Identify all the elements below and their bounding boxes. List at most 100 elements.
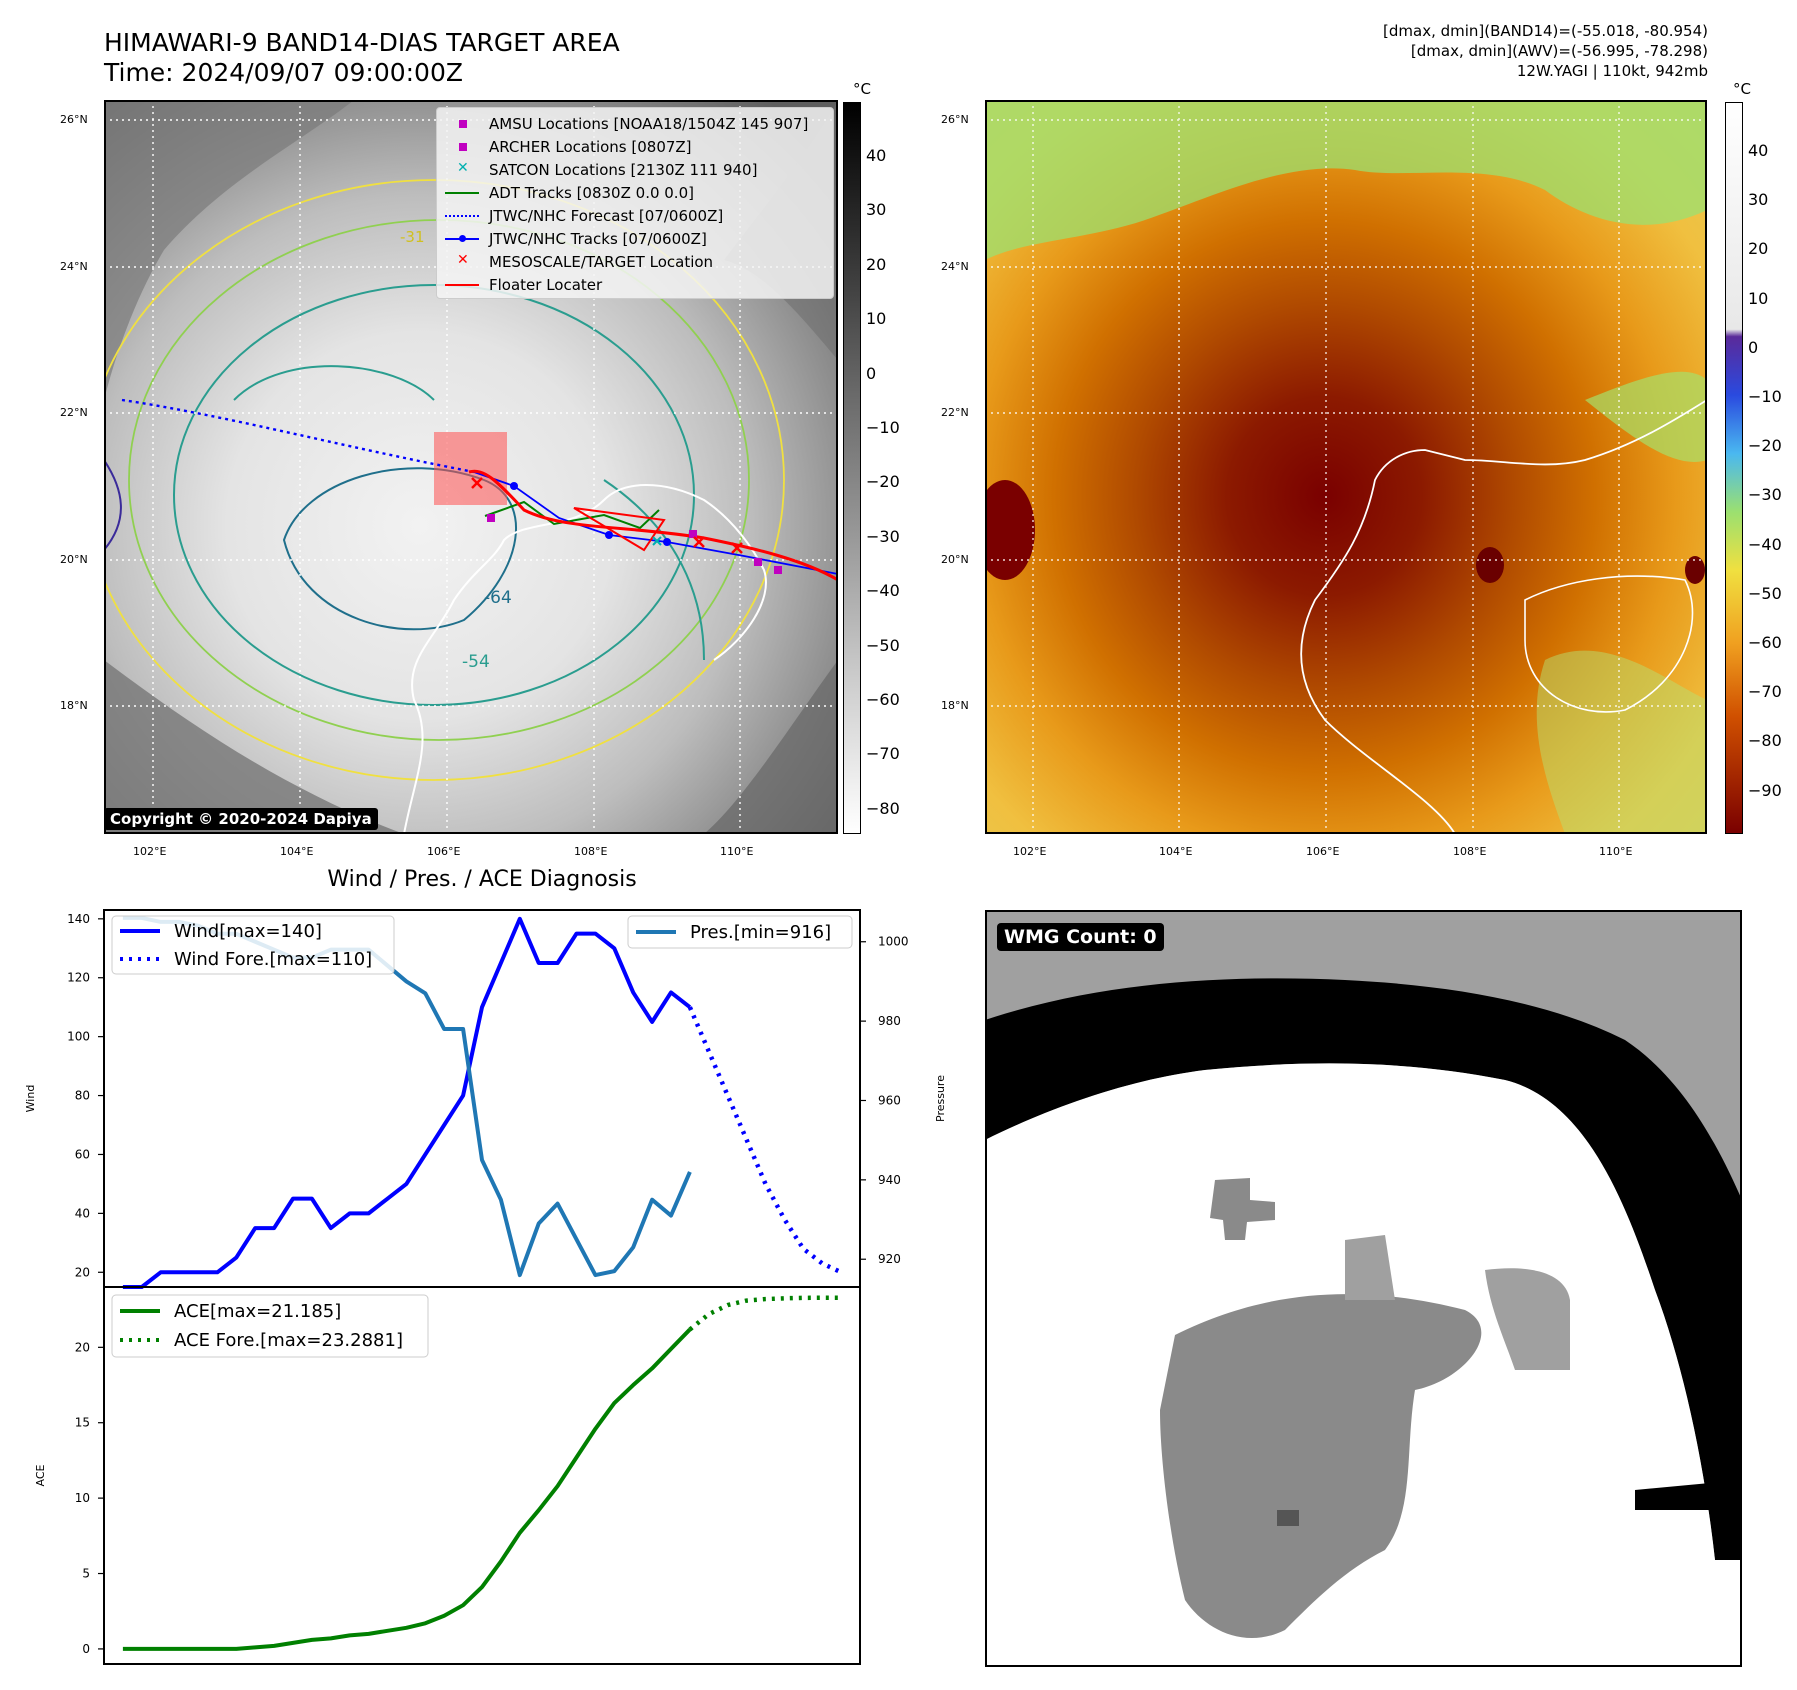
ace-axis-label: ACE [34,1464,47,1486]
lon-label: 104°E [1159,845,1193,858]
legend-label: Floater Locater [489,276,603,294]
contour-label-31: -31 [400,228,425,246]
left-colorbar-tick-label: 0 [866,363,877,383]
lat-label: 22°N [941,406,969,419]
lat-label: 24°N [941,260,969,273]
lon-label: 110°E [720,845,754,858]
left-colorbar-tick-label: 20 [866,254,887,274]
pressure-axis-label: Pressure [934,1075,947,1122]
lon-label: 108°E [1453,845,1487,858]
chart-title: Wind / Pres. / ACE Diagnosis [327,867,637,892]
legend-label: JTWC/NHC Tracks [07/0600Z] [489,230,707,248]
stat-line-3: 12W.YAGI | 110kt, 942mb [1516,62,1708,80]
legend-marker-icon [445,117,481,131]
wind-tick-label: 120 [67,971,90,985]
lat-label: 18°N [941,699,969,712]
wind-axis-label: Wind [24,1085,37,1113]
right-colorbar-tick-label: −40 [1748,534,1782,554]
left-colorbar-tick-label: 30 [866,200,887,220]
left-colorbar-tick-label: −60 [866,690,900,709]
lon-label: 106°E [427,845,461,858]
wind-tick-label: 60 [75,1147,90,1161]
legend-item: ✕ SATCON Locations [2130Z 111 940] [445,160,757,180]
legend-item: JTWC/NHC Tracks [07/0600Z] [445,229,707,249]
lon-label: 102°E [1013,845,1047,858]
lat-label: 20°N [60,553,88,566]
left-colorbar-tick-label: −40 [866,581,900,601]
left-colorbar-tick-label: −20 [866,472,900,492]
right-colorbar-tick-label: 30 [1748,190,1769,210]
lat-label: 24°N [60,260,88,273]
legend-marker-icon [445,186,481,200]
legend-item: Floater Locater [445,275,602,295]
series-line-ace [122,1328,692,1651]
right-colorbar [1725,102,1743,834]
ace-tick-label: 20 [75,1340,90,1354]
lon-label: 110°E [1599,845,1633,858]
title-line-2: Time: 2024/09/07 09:00:00Z [104,58,463,87]
left-colorbar-tick-label: −70 [866,744,900,764]
ace-tick-label: 10 [75,1491,90,1505]
left-colorbar [843,102,861,834]
ace-tick-label: 5 [82,1567,90,1581]
legend-item: ARCHER Locations [0807Z] [445,137,692,157]
right-colorbar-tick-label: 20 [1748,239,1769,259]
right-colorbar-tick-label: −60 [1748,633,1782,652]
lat-label: 26°N [941,113,969,126]
legend-ace-forecast-label: ACE Fore.[max=23.2881] [174,1330,403,1351]
ace-frame [103,1286,861,1665]
contour-label-54: -54 [462,652,490,672]
lat-label: 20°N [941,553,969,566]
copyright-badge: Copyright © 2020-2024 Dapiya [104,808,378,830]
right-colorbar-tick-label: 10 [1748,288,1769,308]
left-colorbar-unit: °C [853,80,871,98]
lat-label: 26°N [60,113,88,126]
left-colorbar-tick-label: 10 [866,309,887,329]
right-colorbar-tick-label: −10 [1748,387,1782,406]
lat-label: 18°N [60,699,88,712]
legend-marker-icon: ✕ [457,252,469,268]
legend-wind-forecast-label: Wind Fore.[max=110] [174,949,372,970]
lon-label: 108°E [574,845,608,858]
contour-label-64: -64 [484,588,512,608]
legend-marker-icon [445,140,481,154]
map-legend: AMSU Locations [NOAA18/1504Z 145 907] ARC… [436,107,834,299]
right-colorbar-unit: °C [1733,80,1751,98]
legend-marker-icon [445,209,481,223]
ace-tick-label: 15 [75,1416,90,1430]
legend-item: ✕ MESOSCALE/TARGET Location [445,252,713,272]
ace-legend-box [111,1294,429,1358]
legend-label: AMSU Locations [NOAA18/1504Z 145 907] [489,115,809,133]
series-line-ace-forecast [688,1295,842,1332]
pressure-tick-label: 940 [878,1173,901,1187]
title-line-1: HIMAWARI-9 BAND14-DIAS TARGET AREA [104,28,620,57]
pressure-legend-box [627,915,853,949]
wmg-map [985,910,1742,1667]
left-colorbar-tick-label: −80 [866,798,900,818]
legend-pressure-label: Pres.[min=916] [690,922,831,943]
ace-tick-label: 0 [82,1642,90,1656]
pressure-tick-label: 920 [878,1252,901,1266]
legend-label: MESOSCALE/TARGET Location [489,253,714,271]
legend-item: JTWC/NHC Forecast [07/0600Z] [445,206,723,226]
lat-label: 22°N [60,406,88,419]
wind-legend-box [111,915,395,975]
wind-tick-label: 20 [75,1265,90,1279]
stat-line-1: [dmax, dmin](BAND14)=(-55.018, -80.954) [1383,22,1708,40]
right-colorbar-tick-label: −70 [1748,682,1782,702]
legend-wind-label: Wind[max=140] [174,921,322,942]
series-line-wind-forecast [687,1006,843,1275]
wind-tick-label: 40 [75,1206,90,1220]
legend-label: ARCHER Locations [0807Z] [489,138,692,156]
legend-marker-icon [445,232,481,246]
legend-label: SATCON Locations [2130Z 111 940] [489,161,758,179]
series-line-wind [122,916,692,1289]
pressure-tick-label: 960 [878,1093,901,1107]
legend-item: AMSU Locations [NOAA18/1504Z 145 907] [445,114,808,134]
stat-line-2: [dmax, dmin](AWV)=(-56.995, -78.298) [1410,42,1708,60]
pressure-tick-label: 980 [878,1014,901,1028]
left-colorbar-tick-label: −30 [866,526,900,546]
right-colorbar-tick-label: −20 [1748,436,1782,456]
wind-tick-label: 80 [75,1089,90,1103]
